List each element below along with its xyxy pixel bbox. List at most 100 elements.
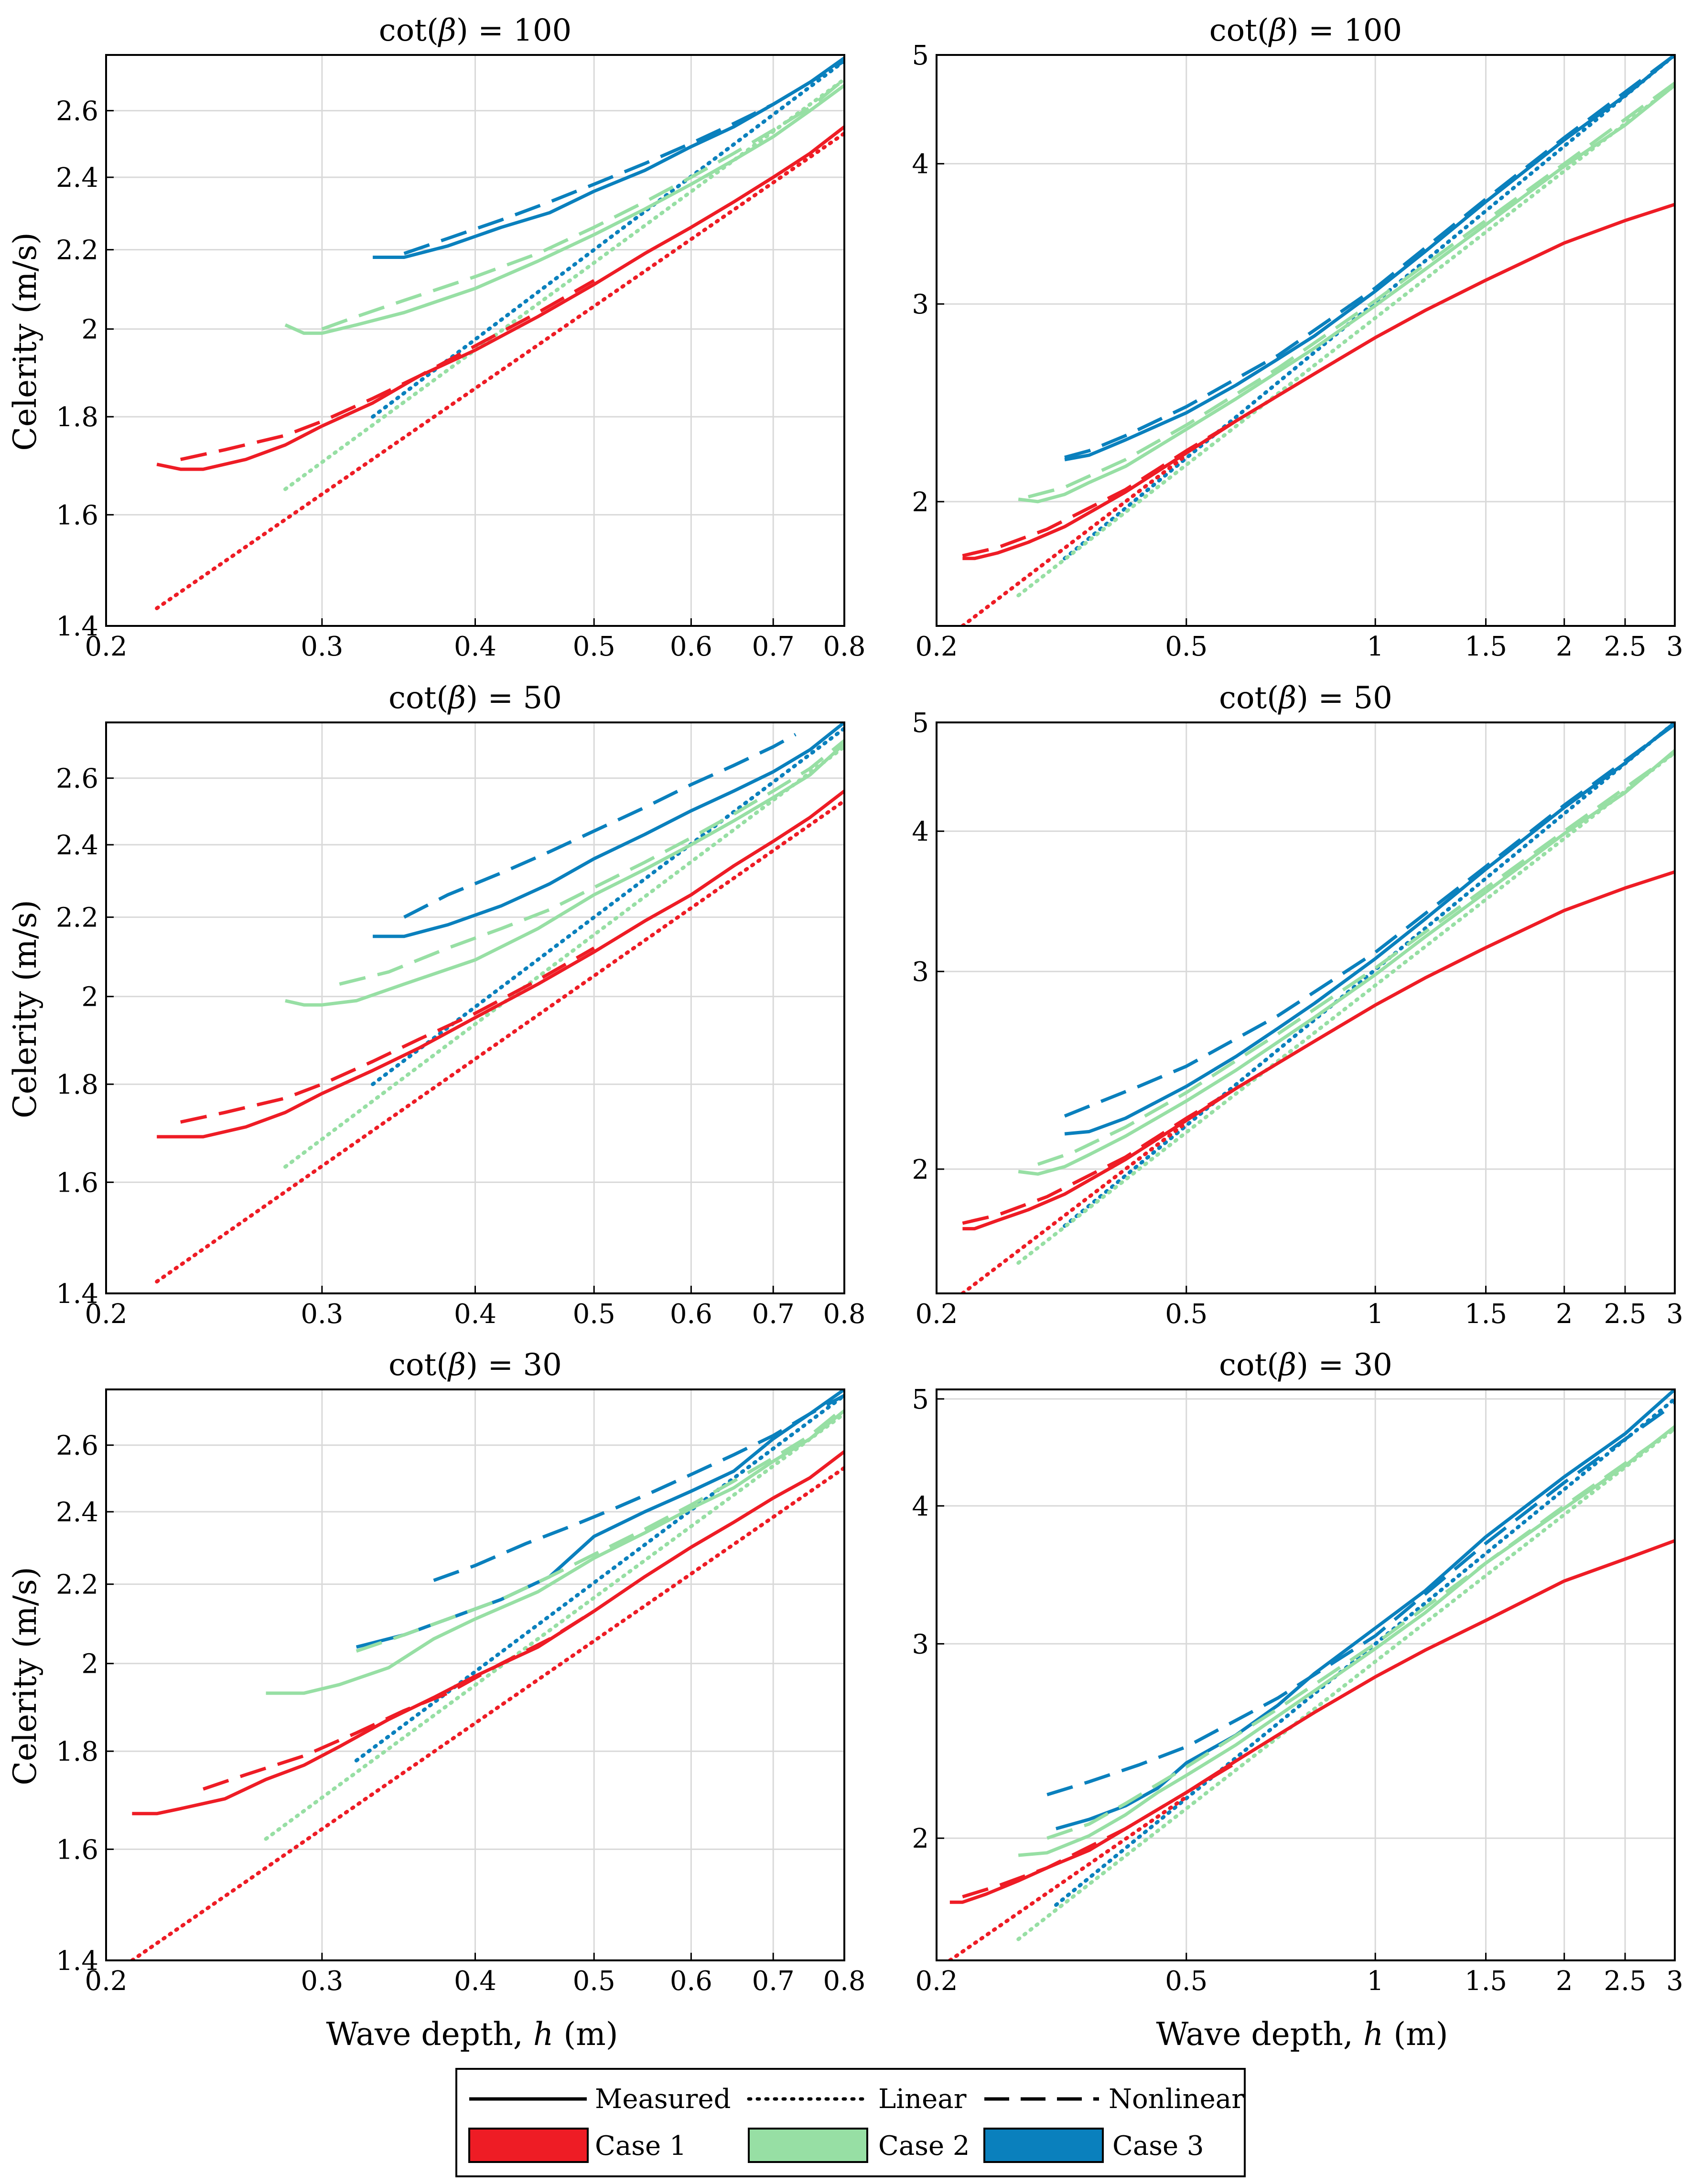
x-tick-label: 0.8 xyxy=(823,1966,865,1997)
y-tick-label: 1.6 xyxy=(56,1834,98,1865)
y-tick-label: 5 xyxy=(912,708,929,739)
y-axis-label-row1: Celerity (m/s) xyxy=(7,232,43,451)
y-tick-label: 2 xyxy=(81,314,98,345)
panel-title: cot(β) = 50 xyxy=(388,680,562,716)
x-tick-label: 3 xyxy=(1666,1966,1683,1997)
y-axis-label-row3: Celerity (m/s) xyxy=(7,1567,43,1785)
panel-title: cot(β) = 30 xyxy=(388,1347,562,1383)
x-tick-label: 0.5 xyxy=(1165,1299,1207,1330)
series-case1-dashed xyxy=(180,279,595,462)
series-case2-dashed xyxy=(339,739,844,986)
x-tick-label: 0.7 xyxy=(752,1299,795,1330)
plot-frame xyxy=(105,721,845,1294)
panel-title-suffix: ) = 50 xyxy=(466,680,562,716)
series-case3-dashed xyxy=(403,733,797,919)
x-tick-label: 0.5 xyxy=(573,1299,615,1330)
panel-title-prefix: cot( xyxy=(1219,1347,1279,1383)
series-case3-dashed xyxy=(1064,723,1675,1118)
series-case1-dotted xyxy=(948,1795,1188,1960)
series-case1-solid xyxy=(962,870,1675,1231)
x-axis-label-left-unit: (m) xyxy=(553,2016,618,2053)
series-case1-dotted xyxy=(155,799,844,1284)
y-tick-label: 2 xyxy=(912,487,929,518)
panels: 0.2 0.3 0.4 0.5 0.6 0.7 0.8 1.4 1.6 1.8 2 2.2 2.4 2.6… xyxy=(56,13,1683,1997)
x-tick-label: 0.3 xyxy=(301,631,343,662)
y-tick-label: 2.6 xyxy=(56,96,98,127)
y-tick-label: 2.2 xyxy=(56,1570,98,1601)
panel-title-var: β xyxy=(447,680,466,716)
series-group xyxy=(960,722,1675,1293)
series-case1-dashed xyxy=(962,1761,1237,1899)
y-tick-label: 2.6 xyxy=(56,1431,98,1462)
panel-title-prefix: cot( xyxy=(379,13,439,48)
panel-1: 0.2 0.3 0.4 0.5 0.6 0.7 0.8 1.4 1.6 1.8 2 2.2 2.4 2.6… xyxy=(56,13,866,662)
series-case1-solid xyxy=(962,203,1675,560)
series-case2-dotted xyxy=(283,744,844,1169)
x-tick-label: 0.2 xyxy=(85,1299,127,1330)
legend-linear-label: Linear xyxy=(878,2084,967,2115)
panel-title-prefix: cot( xyxy=(1209,13,1269,48)
x-tick-label: 0.3 xyxy=(301,1966,343,1997)
x-tick-label: 2.5 xyxy=(1604,1299,1646,1330)
panel-title-suffix: ) = 100 xyxy=(456,13,571,48)
series-case2-dashed xyxy=(1037,751,1675,1166)
y-axis-label-row2: Celerity (m/s) xyxy=(7,900,43,1118)
panel-title-suffix: ) = 100 xyxy=(1287,13,1402,48)
series-case3-dotted xyxy=(1063,55,1675,560)
panel-title-var: β xyxy=(438,13,456,48)
y-tick-label: 1.8 xyxy=(56,402,98,433)
series-group xyxy=(155,56,844,611)
panel-title-suffix: ) = 50 xyxy=(1296,680,1392,716)
legend-measured-label: Measured xyxy=(595,2084,731,2115)
x-tick-label: 0.7 xyxy=(752,631,795,662)
series-case1-dashed xyxy=(203,1610,595,1791)
y-tick-label: 3 xyxy=(912,289,929,320)
legend-nonlinear-label: Nonlinear xyxy=(1109,2084,1244,2115)
y-tick-label: 4 xyxy=(912,1491,929,1522)
y-tick-label: 3 xyxy=(912,957,929,988)
x-tick-label: 0.2 xyxy=(915,1299,958,1330)
x-tick-label: 0.2 xyxy=(915,1966,958,1997)
y-tick-label: 2 xyxy=(912,1823,929,1854)
series-group xyxy=(130,1389,844,1960)
plot-frame xyxy=(105,1388,845,1961)
legend-case1-label: Case 1 xyxy=(595,2130,687,2162)
panel-5: 0.2 0.3 0.4 0.5 0.6 0.7 0.8 1.4 1.6 1.8 2 2.2 2.4 2.6… xyxy=(56,1347,866,1997)
series-case3-solid xyxy=(1064,722,1675,1136)
legend: Measured Linear Nonlinear Case 1 Case 2 … xyxy=(455,2068,1246,2177)
y-tick-label: 2.4 xyxy=(56,830,98,861)
x-tick-label: 2 xyxy=(1556,1299,1573,1330)
panel-3: 0.2 0.3 0.4 0.5 0.6 0.7 0.8 1.4 1.6 1.8 2 2.2 2.4 2.6… xyxy=(56,680,866,1330)
x-tick-label: 2.5 xyxy=(1604,1966,1646,1997)
y-tick-label: 4 xyxy=(912,149,929,180)
y-tick-label: 2 xyxy=(81,982,98,1013)
series-case1-solid xyxy=(156,125,844,471)
panel-title-prefix: cot( xyxy=(388,1347,448,1383)
y-tick-label: 2 xyxy=(912,1154,929,1185)
x-tick-label: 0.6 xyxy=(670,1966,712,1997)
panel-title-suffix: ) = 30 xyxy=(1296,1347,1392,1383)
legend-case2-swatch xyxy=(748,2128,868,2163)
series-case1-solid xyxy=(132,1450,844,1816)
x-tick-label: 2 xyxy=(1556,631,1573,662)
x-axis-label-right-var: h xyxy=(1363,2016,1384,2053)
x-tick-label: 3 xyxy=(1666,631,1683,662)
series-case1-dotted xyxy=(155,131,844,611)
plot-frame xyxy=(936,1388,1676,1961)
y-tick-label: 1.8 xyxy=(56,1069,98,1100)
panel-2: 0.2 0.5 1 1.5 2 2.5 3 2 3 4 5 cot(β) = 100 xyxy=(912,13,1683,662)
plot-frame xyxy=(105,54,845,627)
panel-title-var: β xyxy=(1268,13,1287,48)
x-tick-label: 1.5 xyxy=(1465,1299,1507,1330)
x-tick-label: 0.7 xyxy=(752,1966,795,1997)
series-case2-solid xyxy=(284,84,844,335)
panel-title: cot(β) = 100 xyxy=(379,13,572,48)
series-case3-dotted xyxy=(1063,722,1675,1228)
series-case3-solid xyxy=(1056,1389,1675,1830)
y-tick-label: 2.4 xyxy=(56,162,98,194)
x-tick-label: 0.4 xyxy=(454,631,496,662)
series-case1-dashed xyxy=(180,947,595,1124)
x-tick-label: 0.5 xyxy=(1165,1966,1207,1997)
x-tick-label: 0.8 xyxy=(823,1299,865,1330)
x-axis-label-left-prefix: Wave depth, xyxy=(326,2016,533,2053)
